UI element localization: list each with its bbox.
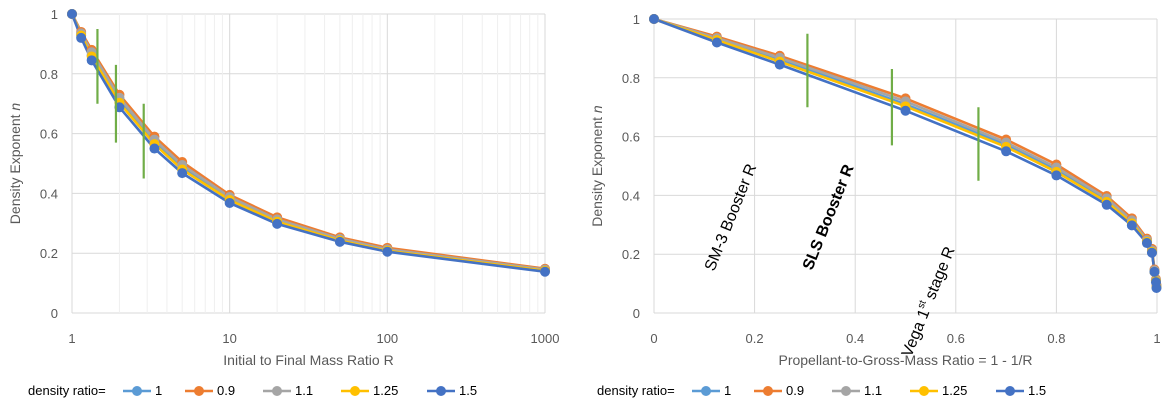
legend-marker-1 [701, 386, 711, 396]
legend-label-1: 1 [155, 383, 162, 398]
x-tick-label: 10 [222, 331, 236, 346]
x-tick-label: 100 [376, 331, 398, 346]
series-point-1.5 [67, 9, 77, 19]
legend-label-1.1: 1.1 [295, 383, 313, 398]
y-tick-label: 0.2 [40, 246, 58, 261]
legend-marker-1.25 [919, 386, 929, 396]
series-point-1.5 [774, 59, 785, 70]
y-axis-label: Density Exponent n [7, 103, 23, 225]
series-point-1.5 [86, 55, 97, 66]
series-line-1.5 [653, 17, 1158, 289]
x-tick-label: 1000 [531, 331, 560, 346]
y-tick-label: 0.8 [622, 71, 640, 86]
series-point-1.5 [1051, 170, 1062, 181]
series-point-1.5 [224, 197, 235, 208]
legend-label-1.1: 1.1 [864, 383, 882, 398]
x-tick-label: 0.4 [846, 331, 864, 346]
legend: density ratio= 1 0.9 1.1 1.25 1.5 [28, 383, 477, 398]
series-line-1.1 [653, 17, 1158, 287]
y-tick-label: 1 [51, 7, 58, 22]
legend-marker-1.25 [350, 386, 360, 396]
y-tick-label: 0.2 [622, 247, 640, 262]
chart-panel-1: 0 0.2 0.4 0.6 0.8 1 1 10 100 1000 Initial to Final… [7, 7, 559, 398]
y-axis-label-variable: n [589, 105, 605, 113]
legend-marker-1.5 [1005, 386, 1015, 396]
x-tick-label: 1 [1153, 331, 1160, 346]
series-line-0.9 [653, 17, 1158, 286]
legend-title: density ratio= [28, 383, 106, 398]
x-tick-label: 0.6 [947, 331, 965, 346]
legend-label-1.25: 1.25 [942, 383, 967, 398]
legend-label-1: 1 [724, 383, 731, 398]
series-point-1.5 [149, 143, 160, 154]
y-axis-label-text: Density Exponent [589, 113, 605, 227]
legend-marker-1.1 [272, 386, 282, 396]
x-axis-label: Propellant-to-Gross-Mass Ratio = 1 - 1/R [778, 352, 1032, 368]
series-point-1.5 [76, 32, 87, 43]
series-line-1 [653, 17, 1158, 287]
y-tick-label: 0.6 [40, 127, 58, 142]
legend-label-0.9: 0.9 [217, 383, 235, 398]
series-point-1.5 [1141, 238, 1152, 249]
annotation-vega-sup: st [916, 299, 929, 311]
annotation-sm3: SM-3 Booster R [702, 162, 760, 274]
y-axis-label-variable: n [7, 103, 23, 111]
series-point-1.5 [1149, 266, 1160, 277]
y-tick-label: 0.4 [40, 186, 58, 201]
series-point-1.5 [272, 218, 283, 229]
legend-marker-0.9 [763, 386, 773, 396]
series-point-1.5 [1151, 283, 1162, 294]
legend-label-0.9: 0.9 [786, 383, 804, 398]
legend-label-1.5: 1.5 [459, 383, 477, 398]
series-line-1.25 [653, 17, 1158, 288]
series-point-1.5 [1001, 146, 1012, 157]
chart-panel-2: 0 0.2 0.4 0.6 0.8 1 0 0.2 0.4 0.6 0.8 1 Propellant-t… [589, 12, 1162, 398]
y-tick-label: 0.8 [40, 67, 58, 82]
series-point-1.5 [711, 37, 722, 48]
y-axis-label: Density Exponent n [589, 105, 605, 227]
legend-label-1.5: 1.5 [1028, 383, 1046, 398]
series-point-1.5 [177, 168, 188, 179]
series-point-1.5 [649, 14, 659, 24]
series-point-1.5 [334, 236, 345, 247]
legend-title: density ratio= [597, 383, 675, 398]
legend-marker-1.5 [436, 386, 446, 396]
y-tick-label: 0.6 [622, 130, 640, 145]
series-point-1.5 [1146, 247, 1157, 258]
x-tick-label: 0.2 [746, 331, 764, 346]
x-tick-label: 0.8 [1047, 331, 1065, 346]
y-axis-label-text: Density Exponent [7, 111, 23, 225]
y-tick-label: 1 [633, 12, 640, 27]
legend-marker-0.9 [194, 386, 204, 396]
annotation-sls: SLS Booster R [800, 162, 858, 273]
y-tick-label: 0 [51, 306, 58, 321]
x-tick-label: 1 [68, 331, 75, 346]
x-tick-label: 0 [650, 331, 657, 346]
x-axis-label: Initial to Final Mass Ratio R [223, 352, 393, 368]
y-tick-label: 0.4 [622, 188, 640, 203]
legend: density ratio= 1 0.9 1.1 1.25 1.5 [597, 383, 1046, 398]
legend-marker-1 [132, 386, 142, 396]
series-point-1.5 [382, 246, 393, 257]
y-tick-label: 0 [633, 306, 640, 321]
series-point-1.5 [1126, 220, 1137, 231]
legend-marker-1.1 [841, 386, 851, 396]
series-point-1.5 [1101, 199, 1112, 210]
series-point-1.5 [900, 105, 911, 116]
legend-label-1.25: 1.25 [373, 383, 398, 398]
series-point-1.5 [540, 266, 550, 277]
